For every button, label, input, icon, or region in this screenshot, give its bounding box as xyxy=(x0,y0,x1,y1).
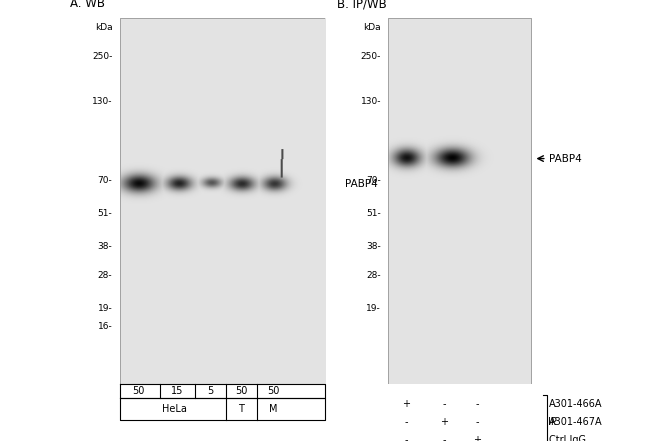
Text: 51-: 51- xyxy=(367,209,381,218)
Text: HeLa: HeLa xyxy=(162,404,187,414)
Text: kDa: kDa xyxy=(363,23,381,32)
Text: 50: 50 xyxy=(235,386,248,396)
Text: -: - xyxy=(442,399,446,409)
Text: B. IP/WB: B. IP/WB xyxy=(337,0,387,10)
Text: 250-: 250- xyxy=(361,52,381,60)
Text: 130-: 130- xyxy=(361,97,381,106)
Text: PABP4: PABP4 xyxy=(549,153,582,164)
Text: +: + xyxy=(473,435,481,441)
Text: 15: 15 xyxy=(171,386,183,396)
Text: +: + xyxy=(402,399,410,409)
Text: PABP4: PABP4 xyxy=(345,179,378,189)
Text: 70-: 70- xyxy=(98,176,112,185)
Text: 5: 5 xyxy=(207,386,213,396)
Text: A. WB: A. WB xyxy=(70,0,105,10)
Text: 16-: 16- xyxy=(98,322,112,332)
Bar xyxy=(387,18,531,384)
Bar xyxy=(120,18,325,384)
Text: 19-: 19- xyxy=(98,304,112,313)
Text: Ctrl IgG: Ctrl IgG xyxy=(549,435,586,441)
Text: IP: IP xyxy=(548,417,557,427)
Text: 28-: 28- xyxy=(367,271,381,280)
Text: kDa: kDa xyxy=(95,23,112,32)
Text: 19-: 19- xyxy=(367,304,381,313)
Text: -: - xyxy=(475,417,479,427)
Text: -: - xyxy=(405,435,408,441)
Text: 70-: 70- xyxy=(367,176,381,185)
Text: 250-: 250- xyxy=(92,52,112,60)
Text: 38-: 38- xyxy=(367,242,381,251)
Text: -: - xyxy=(442,435,446,441)
Text: M: M xyxy=(270,404,278,414)
Text: 50: 50 xyxy=(133,386,145,396)
Text: 50: 50 xyxy=(268,386,280,396)
Text: -: - xyxy=(405,417,408,427)
Text: +: + xyxy=(440,417,448,427)
Text: 51-: 51- xyxy=(98,209,112,218)
Text: 130-: 130- xyxy=(92,97,112,106)
Text: A301-467A: A301-467A xyxy=(549,417,603,427)
Text: 28-: 28- xyxy=(98,271,112,280)
Text: 38-: 38- xyxy=(98,242,112,251)
Text: T: T xyxy=(239,404,244,414)
Text: -: - xyxy=(475,399,479,409)
Text: A301-466A: A301-466A xyxy=(549,399,603,409)
